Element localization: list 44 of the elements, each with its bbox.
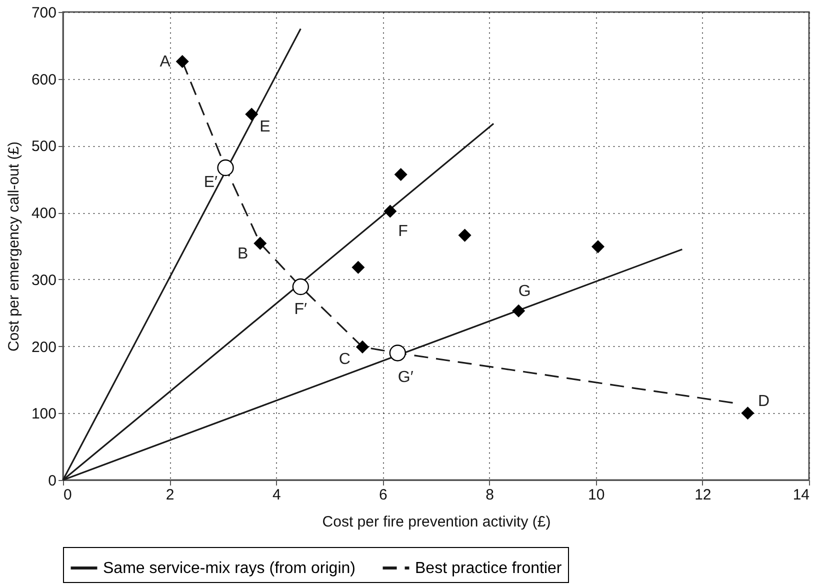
x-tick-label: 8 [486, 486, 494, 504]
point [176, 54, 189, 68]
annotation: C [338, 350, 350, 368]
y-tick-label: 500 [31, 138, 56, 156]
y-tick-label: 400 [31, 205, 56, 222]
legend-label: Best practice frontier [415, 560, 562, 577]
y-tick-label: 200 [31, 338, 56, 356]
point [217, 159, 234, 176]
x-axis-title: Cost per fire prevention activity (£) [322, 514, 551, 530]
point [512, 304, 526, 318]
point [292, 278, 309, 296]
legend-label: Same service-mix rays (from origin) [103, 560, 356, 577]
x-tick-label: 12 [694, 486, 712, 504]
annotation: D [758, 393, 770, 410]
x-tick-label: 0 [64, 486, 72, 504]
point [254, 236, 267, 250]
y-tick-label: 100 [31, 406, 56, 423]
annotation: G′ [398, 368, 414, 386]
point [741, 406, 754, 420]
annotation: E [260, 118, 270, 136]
annotation: F [398, 223, 408, 240]
y-axis-title: Cost per emergency call-out (£) [5, 141, 22, 352]
annotation: A [160, 53, 171, 70]
point [356, 340, 369, 354]
annotation: B [237, 245, 248, 262]
annotation: E′ [204, 174, 218, 191]
point [394, 168, 408, 181]
y-tick-label: 0 [48, 472, 56, 490]
y-tick-label: 300 [31, 272, 56, 289]
point [245, 108, 258, 121]
y-tick-label: 700 [31, 4, 56, 22]
x-tick-label: 2 [166, 486, 174, 504]
annotation: G [518, 282, 531, 300]
x-tick-label: 10 [588, 486, 605, 504]
x-tick-label: 6 [379, 486, 388, 504]
point [458, 228, 472, 242]
y-tick-label: 600 [31, 71, 56, 88]
x-tick-label: 4 [272, 486, 281, 504]
point [591, 240, 605, 254]
point [384, 204, 397, 218]
point [389, 344, 406, 362]
x-tick-label: 14 [792, 486, 810, 504]
annotation: F′ [294, 300, 308, 318]
point [352, 260, 365, 274]
